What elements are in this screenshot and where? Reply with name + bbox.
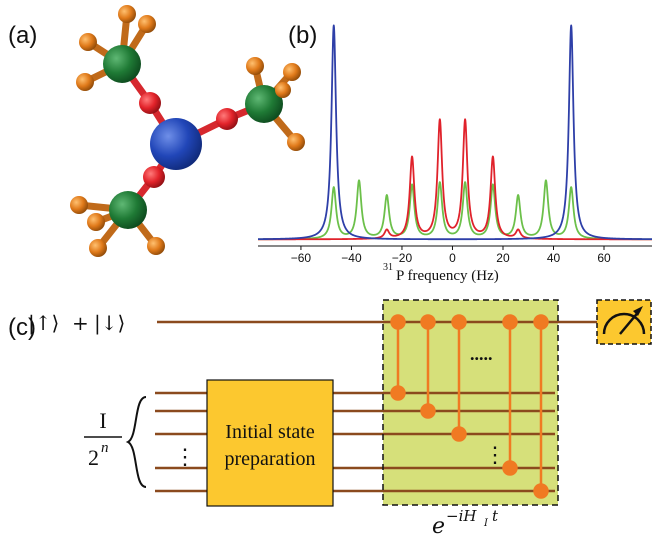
meter-arc (602, 312, 646, 335)
carbon-atom (103, 45, 141, 83)
spectrum-series-red (257, 118, 653, 241)
hydrogen-atom (275, 82, 291, 98)
hydrogen-atom (287, 133, 305, 151)
meter-box (596, 299, 652, 345)
spectrum-series-group (257, 24, 653, 241)
hydrogen-atom (87, 213, 105, 231)
target-dot (420, 403, 436, 419)
spectrum-plot: −60 −40 −20 0 20 40 60 31 P frequency (Hz) (257, 24, 653, 284)
carbon-atom (109, 191, 147, 229)
hydrogen-atom (79, 33, 97, 51)
evolution-operator-exponent: −iH (446, 507, 477, 525)
mixed-state-denominator-base: 2 (88, 445, 99, 470)
mixed-state-denominator-exponent: n (101, 440, 109, 456)
molecule-atoms (70, 5, 305, 257)
oxygen-atom (216, 108, 238, 130)
hydrogen-atom (147, 237, 165, 255)
hydrogen-atom (138, 15, 156, 33)
panel-label-c: (c) (8, 314, 36, 341)
spectrum-series-blue (257, 24, 653, 241)
probe-state-up: |↑⟩ (28, 311, 59, 336)
hydrogen-atom (70, 196, 88, 214)
initial-state-label-line1: Initial state (225, 421, 315, 443)
x-axis-tick-label: −20 (392, 251, 413, 265)
control-dot (502, 314, 518, 330)
hydrogen-atom (283, 63, 301, 81)
target-dot (390, 385, 406, 401)
carbon-atom (245, 85, 283, 123)
control-dot (390, 314, 406, 330)
evolution-block (383, 300, 558, 505)
x-axis-tick-label: 60 (597, 251, 611, 265)
hydrogen-atom (246, 57, 264, 75)
target-dot (451, 426, 467, 442)
x-axis-label-superscript: 31 (383, 262, 393, 273)
vertical-ellipsis-gates: ⋮ (484, 442, 506, 467)
evolution-operator-time: t (492, 507, 499, 525)
probe-state-plus: + (72, 311, 89, 335)
molecule-model (70, 5, 305, 257)
oxygen-atom (143, 166, 165, 188)
controlled-gates (390, 314, 549, 499)
x-axis-tick-label: −40 (341, 251, 362, 265)
control-dot (420, 314, 436, 330)
initial-state-label-line2: preparation (224, 448, 315, 470)
x-axis-ticks: −60 −40 −20 0 20 40 60 (291, 246, 611, 265)
spectrum-series-green (257, 179, 653, 241)
x-axis-tick-label: 20 (496, 251, 510, 265)
hydrogen-atom (118, 5, 136, 23)
evolution-operator-base: e (432, 514, 445, 539)
control-dot (533, 314, 549, 330)
hydrogen-atom (76, 73, 94, 91)
target-dot (502, 460, 518, 476)
measurement-meter-icon (596, 299, 652, 345)
mixed-state-numerator: I (99, 408, 106, 433)
panel-label-b: (b) (288, 22, 317, 49)
initial-state-box (206, 379, 334, 507)
x-axis-tick-label: 0 (449, 251, 456, 265)
probe-state-down: |↓⟩ (94, 311, 125, 336)
control-dot (451, 314, 467, 330)
target-dot (533, 483, 549, 499)
evolution-operator-subscript: I (483, 518, 489, 529)
horizontal-ellipsis: ..... (470, 344, 493, 364)
hydrogen-atom (89, 239, 107, 257)
vertical-ellipsis-wires: ⋮ (174, 444, 196, 469)
curly-brace (125, 396, 147, 488)
x-axis-label: P frequency (Hz) (396, 268, 499, 284)
x-axis-tick-label: −60 (291, 251, 312, 265)
panel-label-a: (a) (8, 22, 37, 49)
oxygen-atom (139, 92, 161, 114)
x-axis-tick-label: 40 (547, 251, 561, 265)
quantum-circuit: Initial state preparation ..... ⋮ ⋮ (28, 299, 652, 539)
phosphorus-atom (150, 118, 202, 170)
meter-needle-arrowhead (633, 306, 643, 316)
